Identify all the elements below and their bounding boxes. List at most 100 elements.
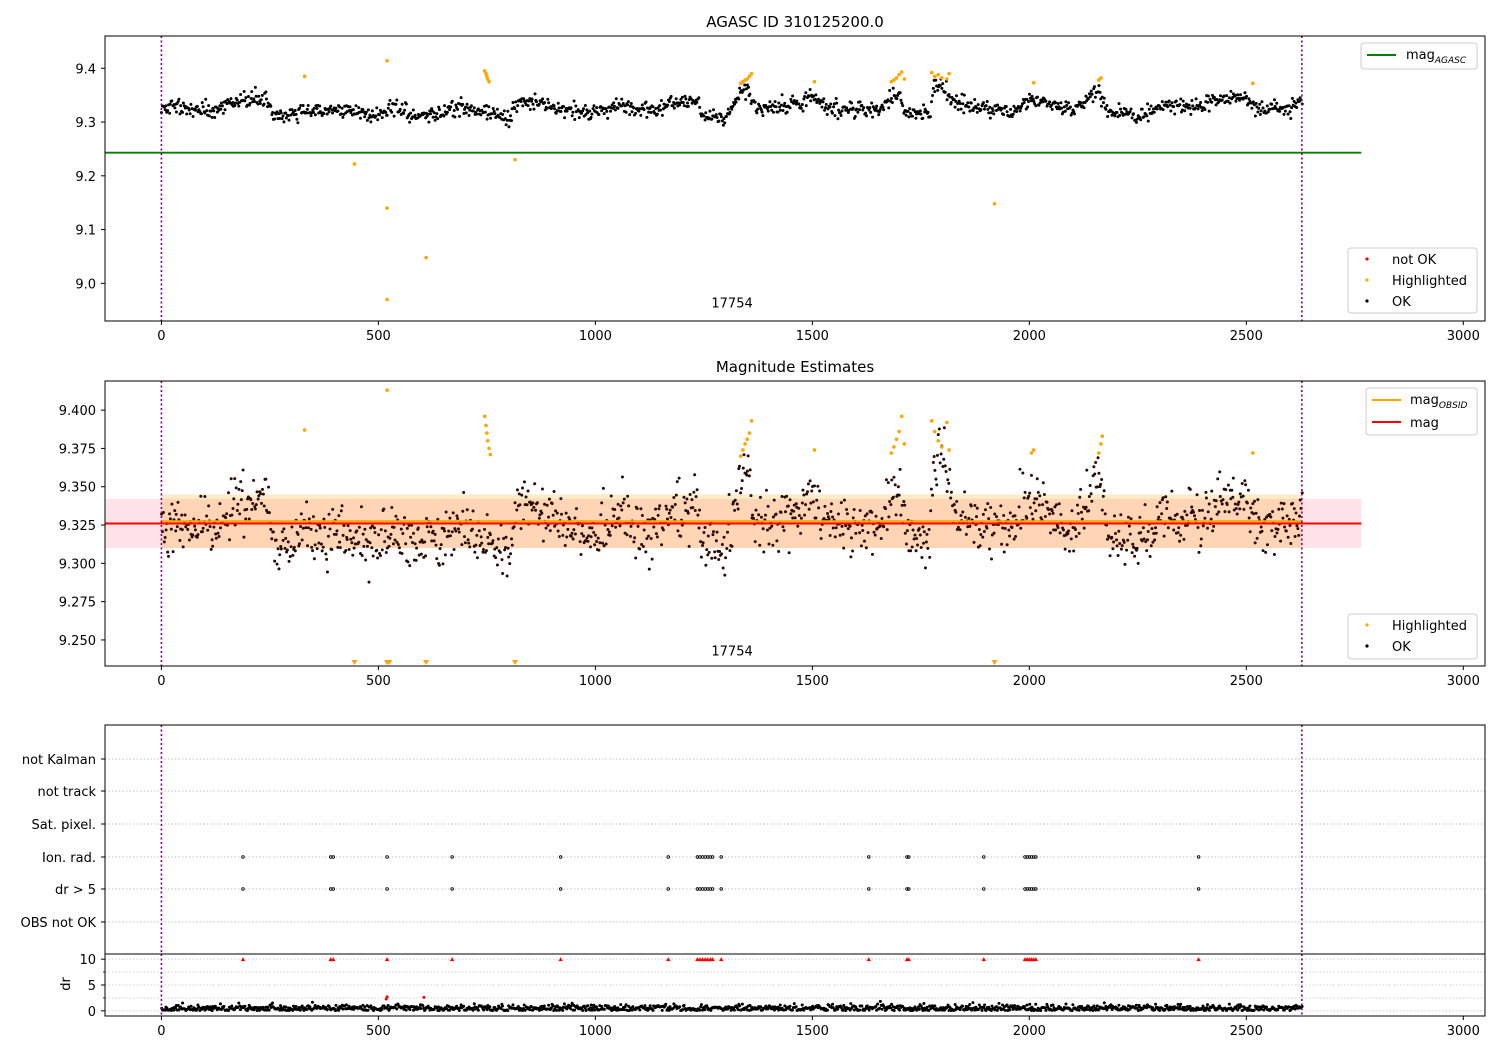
ok-point (1281, 516, 1285, 520)
ok-point (1260, 100, 1264, 104)
ok-point (1185, 513, 1189, 517)
ok-point (602, 1007, 606, 1011)
ok-point (1256, 1005, 1260, 1009)
ok-point (780, 495, 784, 499)
ok-point (1058, 531, 1062, 535)
ok-point (1196, 526, 1200, 530)
ok-point (911, 528, 915, 532)
ok-point (765, 107, 769, 111)
ok-point (1153, 1008, 1157, 1012)
ok-point (1047, 508, 1051, 512)
ok-point (305, 111, 309, 115)
ok-point (765, 528, 769, 532)
flag-marker (1029, 855, 1034, 859)
ok-point (1265, 104, 1269, 108)
ok-point (243, 99, 247, 103)
ok-point (219, 107, 223, 111)
ok-point (264, 90, 268, 94)
flag-marker (708, 887, 713, 891)
ok-point (1198, 103, 1202, 107)
ok-point (660, 1008, 664, 1012)
ok-point (634, 111, 638, 115)
highlighted-point (902, 77, 907, 81)
ok-point (774, 105, 778, 109)
ok-point (1165, 500, 1169, 504)
ok-point (1253, 114, 1257, 118)
ok-point (197, 1005, 201, 1009)
ok-point (624, 1003, 628, 1007)
ok-point (893, 94, 897, 98)
ok-point (348, 105, 352, 109)
ok-point (916, 543, 920, 547)
ok-point (1294, 511, 1298, 515)
ok-point (1170, 489, 1174, 493)
ok-point (292, 545, 296, 549)
ok-point (334, 1003, 338, 1007)
ok-point (251, 502, 255, 506)
ok-point (280, 530, 284, 534)
ok-point (736, 507, 740, 511)
ok-point (556, 529, 560, 533)
ok-point (849, 536, 853, 540)
ok-point (841, 1008, 845, 1012)
ok-point (242, 535, 246, 539)
ok-point (1257, 515, 1261, 519)
ok-point (512, 525, 516, 529)
ok-point (991, 108, 995, 112)
ok-point (1053, 101, 1057, 105)
ok-point (365, 118, 369, 122)
ok-point (913, 533, 917, 537)
ok-point (1236, 93, 1240, 97)
ok-point (1037, 103, 1041, 107)
flag-marker (905, 887, 909, 891)
ok-point (1004, 105, 1008, 108)
ok-point (919, 546, 923, 550)
ok-point (586, 1004, 590, 1008)
ok-point (929, 487, 933, 491)
ok-point (666, 103, 670, 107)
ok-point (1258, 113, 1262, 117)
ok-point (1179, 1002, 1183, 1006)
ok-point (1143, 503, 1147, 507)
ok-point (476, 1008, 480, 1012)
ok-point (168, 102, 172, 106)
ok-point (260, 93, 264, 97)
ok-point (547, 1003, 551, 1007)
ok-point (533, 92, 537, 96)
ok-point (1147, 107, 1151, 111)
ok-point (389, 532, 393, 536)
ok-point (1110, 535, 1114, 539)
flag-marker (1034, 855, 1038, 859)
ok-point (178, 539, 182, 543)
ok-point (521, 104, 525, 108)
ok-point (959, 513, 963, 517)
ok-point (953, 1002, 957, 1006)
ok-point (1064, 1002, 1068, 1006)
ok-point (341, 115, 345, 119)
highlighted-point (385, 297, 389, 302)
ok-point (1043, 515, 1047, 519)
ok-point (384, 110, 388, 114)
ok-point (748, 92, 752, 96)
ok-point (782, 528, 786, 532)
ok-point (836, 1007, 840, 1011)
ok-point (781, 525, 785, 529)
ok-point (609, 109, 613, 113)
ok-point (724, 115, 728, 119)
ok-point (502, 109, 506, 113)
ok-point (352, 536, 356, 540)
ok-point (1003, 526, 1007, 530)
ok-point (886, 98, 890, 102)
ok-point (243, 1004, 247, 1008)
ok-point (248, 101, 252, 105)
ok-point (667, 511, 671, 515)
ok-point (990, 533, 994, 537)
ok-point (335, 529, 339, 533)
ok-point (288, 554, 292, 558)
highlighted-point (482, 69, 487, 73)
ok-point (1204, 496, 1208, 500)
ok-point (299, 524, 303, 528)
ok-point (161, 510, 165, 514)
ok-point (394, 102, 398, 106)
out-of-range-marker (423, 660, 430, 665)
